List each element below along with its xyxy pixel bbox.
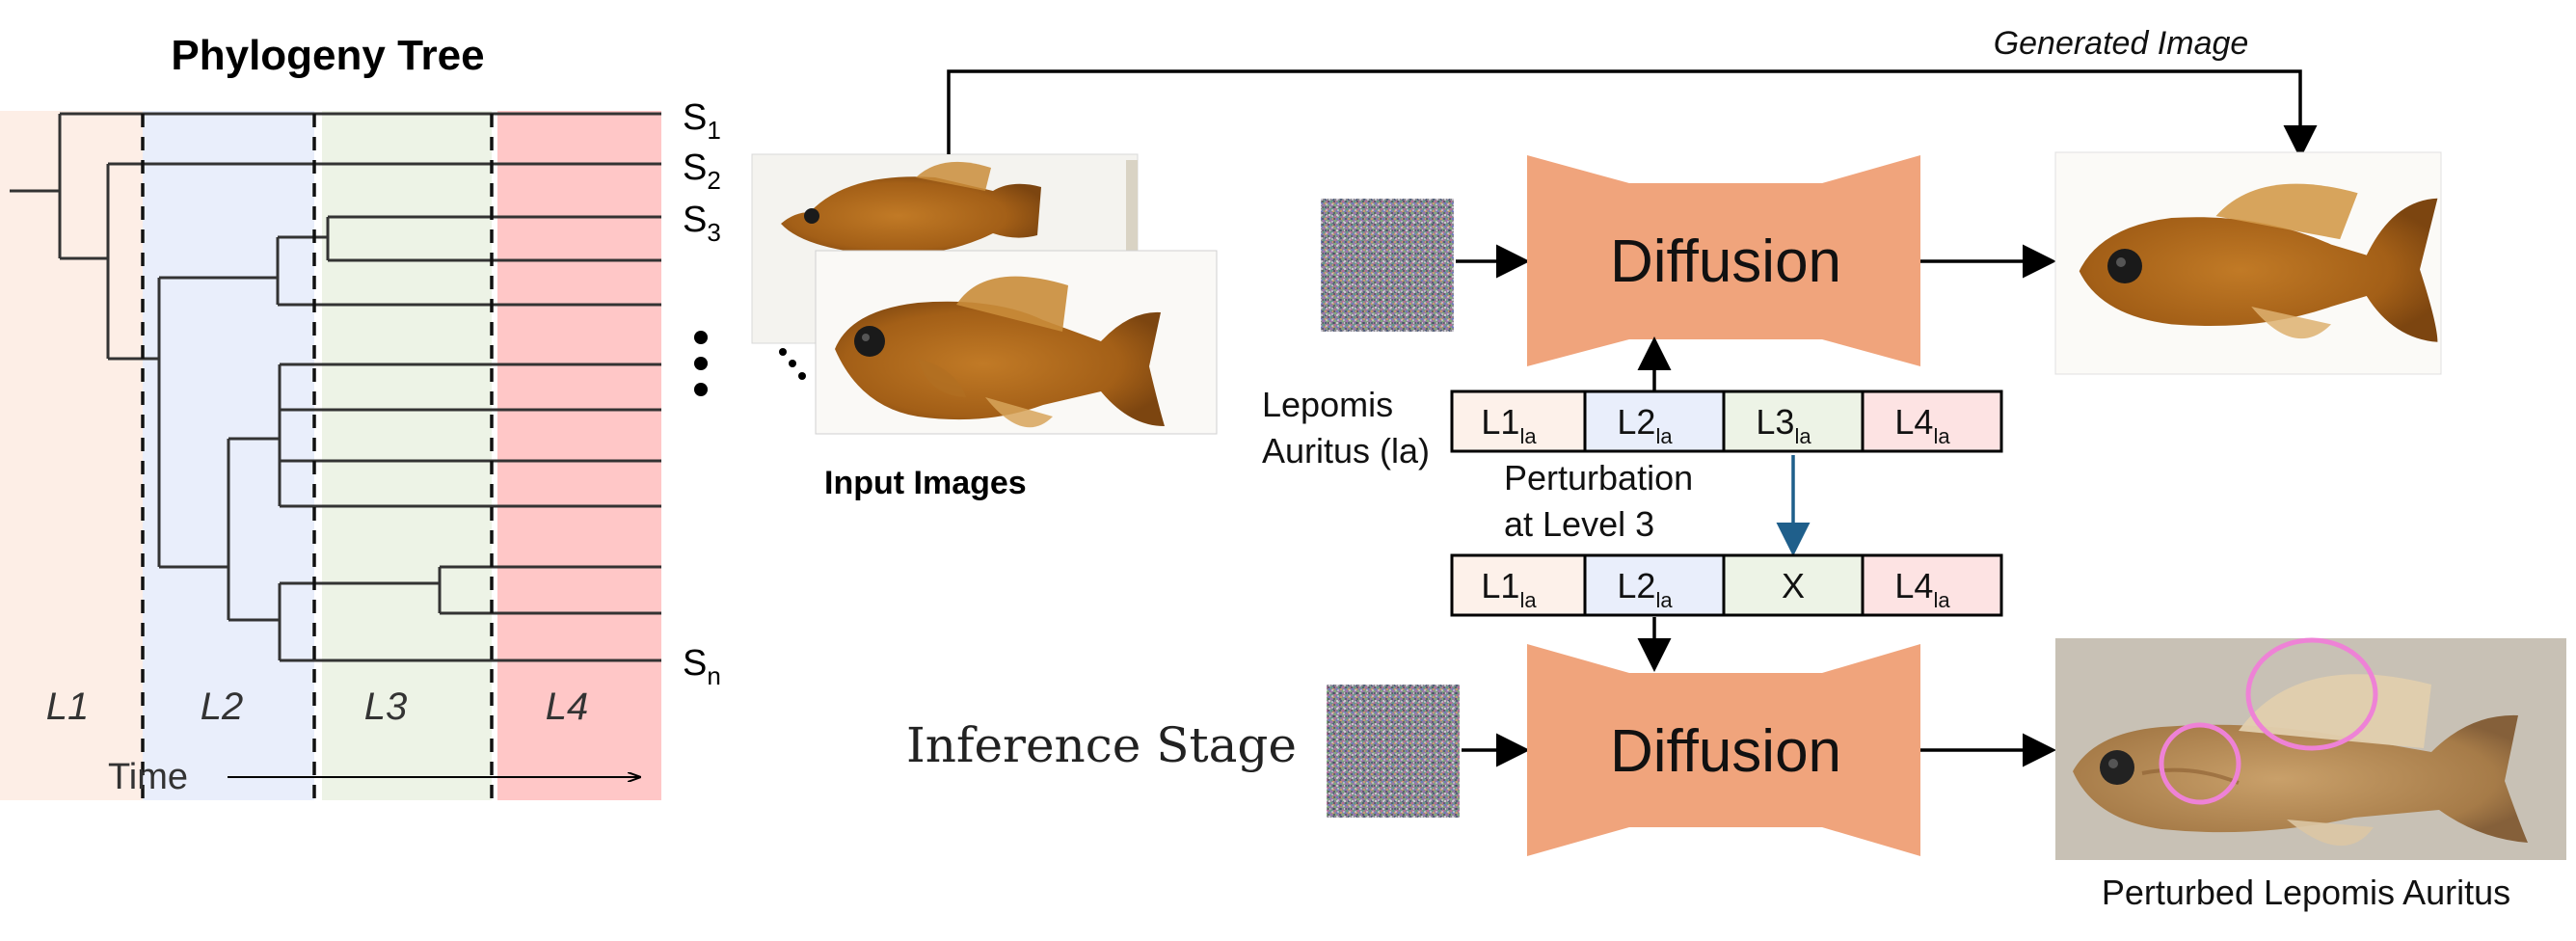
perturbed-cell-l4: L4la [1861, 553, 2003, 617]
diffusion-label-bottom: Diffusion [1610, 718, 1841, 785]
level-band-l1 [0, 111, 143, 800]
diagonal-ellipsis [779, 348, 806, 380]
time-label: Time [108, 757, 188, 797]
species-label-s2: S2 [683, 148, 721, 195]
svg-text:Perturbation: Perturbation [1504, 458, 1693, 497]
diffusion-label-top: Diffusion [1610, 229, 1841, 295]
highlight-circle-fin [2245, 637, 2378, 751]
output-label: Perturbed Lepomis Auritus [2102, 873, 2510, 912]
diffusion-block-bottom: Diffusion [1527, 644, 1920, 856]
level-band-l3 [322, 111, 492, 800]
level-label-l4: L4 [546, 686, 589, 728]
embedding-row-original: L1la L2la L3la L4la [1450, 390, 2003, 453]
svg-text:L2la: L2la [1617, 402, 1673, 448]
phylogeny-tree: Phylogeny Tree [0, 32, 721, 800]
input-images-label: Input Images [824, 465, 1027, 501]
generated-image-label: Generated Image [1994, 25, 2249, 62]
perturbation-note: Perturbation at Level 3 [1504, 458, 1693, 544]
level-label-l2: L2 [201, 686, 244, 728]
level-label-l3: L3 [364, 686, 408, 728]
highlight-circle-body [2159, 722, 2241, 805]
perturbed-cell-l1: L1la [1450, 553, 1587, 617]
embedding-cell-l1: L1la [1450, 390, 1587, 453]
svg-text:L2la: L2la [1617, 566, 1673, 612]
svg-text:L1la: L1la [1481, 566, 1537, 612]
input-image-front [815, 250, 1218, 435]
tree-title: Phylogeny Tree [171, 32, 484, 79]
svg-text:L4la: L4la [1894, 566, 1950, 612]
embedding-cell-l4: L4la [1861, 390, 2003, 453]
perturbed-cell-l2: L2la [1583, 553, 1726, 617]
perturbed-cell-x: X [1722, 553, 1865, 617]
tree-branches [10, 112, 661, 662]
diffusion-block-top: Diffusion [1527, 155, 1920, 366]
inference-stage-label: Inference Stage [906, 717, 1297, 773]
species-label-s1: S1 [683, 97, 721, 145]
generated-image-path: Generated Image [947, 25, 2318, 159]
svg-text:Lepomis: Lepomis [1262, 385, 1393, 424]
species-label-s3: S3 [683, 200, 721, 247]
svg-text:Auritus (la): Auritus (la) [1262, 431, 1430, 470]
generated-image [2054, 151, 2442, 375]
svg-text:L3la: L3la [1756, 402, 1811, 448]
vertical-ellipsis [694, 331, 708, 396]
level-band-l4 [497, 111, 661, 800]
embedding-cell-l2: L2la [1583, 390, 1726, 453]
species-label-sn: Sn [683, 643, 721, 690]
svg-text:L4la: L4la [1894, 402, 1950, 448]
embedding-row-perturbed: L1la L2la X L4la [1450, 553, 2003, 617]
perturbed-output-image [2055, 637, 2566, 860]
svg-text:X: X [1782, 566, 1805, 605]
svg-text:at Level 3: at Level 3 [1504, 504, 1654, 544]
species-name: Lepomis Auritus (la) [1262, 385, 1430, 470]
embedding-cell-l3: L3la [1722, 390, 1865, 453]
input-images: Input Images [751, 153, 1218, 501]
svg-text:L1la: L1la [1481, 402, 1537, 448]
level-label-l1: L1 [46, 686, 90, 728]
